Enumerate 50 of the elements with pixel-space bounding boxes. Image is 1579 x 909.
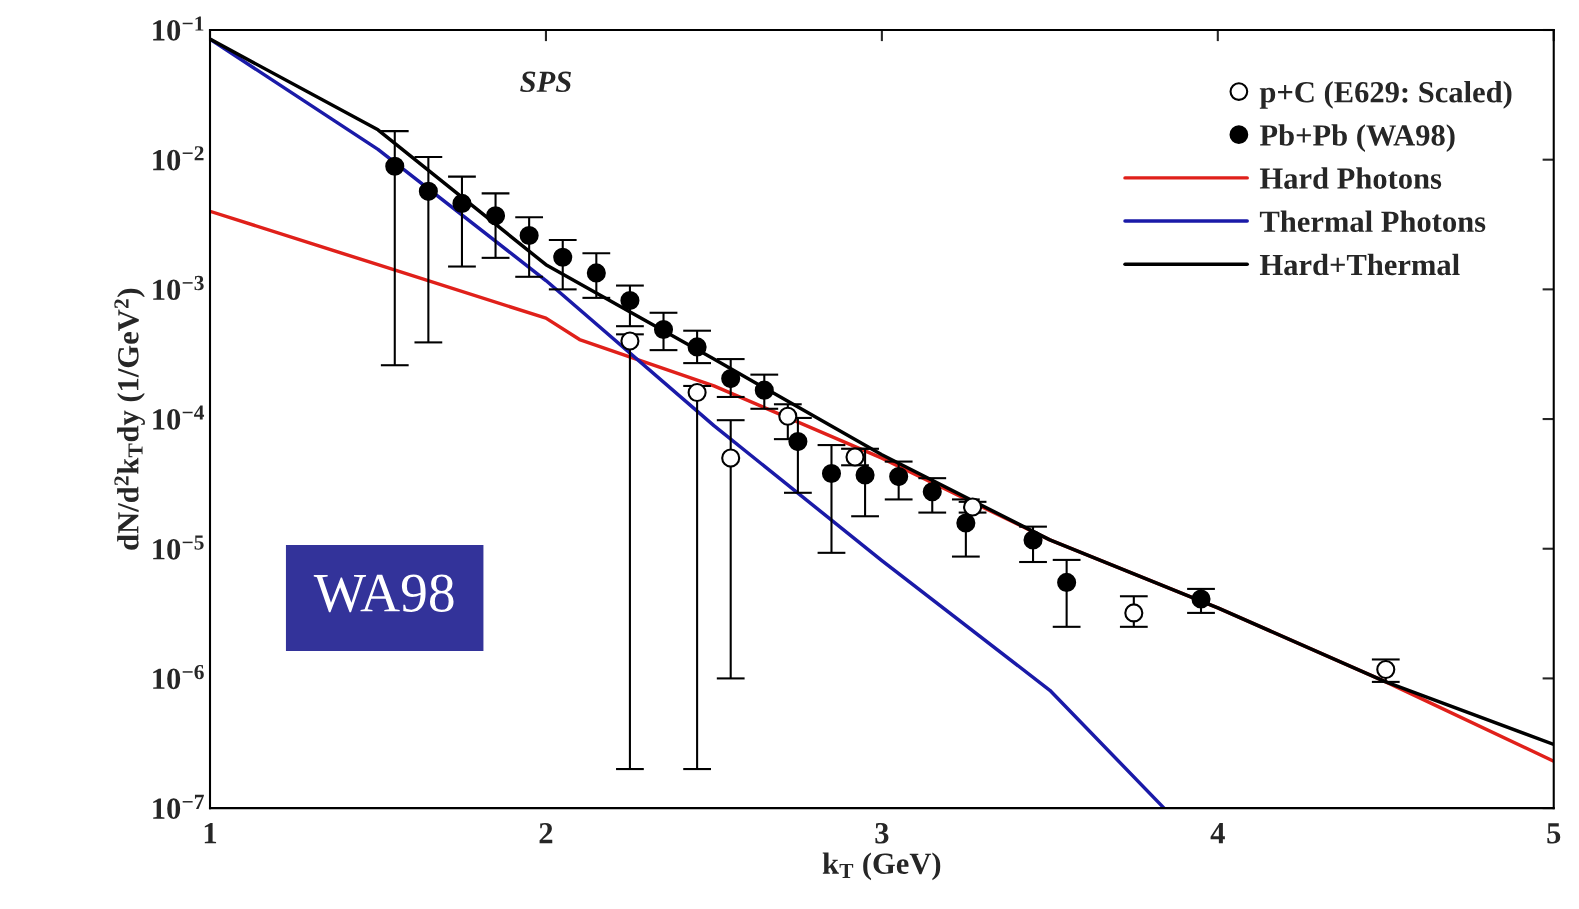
x-axis-title: k$_{T}$ (GeV) (822, 852, 941, 881)
point (845, 447, 865, 467)
point (922, 482, 942, 502)
point (788, 432, 808, 452)
point (855, 465, 875, 485)
point (385, 156, 405, 176)
point (1376, 660, 1396, 680)
point (778, 406, 798, 426)
point (821, 464, 842, 484)
point (963, 497, 983, 517)
legend-label: p+C (E629: Scaled) (1259, 81, 1512, 109)
annotation: WA98 (313, 574, 454, 613)
point (956, 513, 976, 533)
x-tick-label: 5 (1547, 823, 1561, 844)
point (620, 291, 640, 311)
point (1124, 603, 1144, 623)
point (687, 337, 707, 357)
y-tick-label: 10$^{−6}$ (153, 664, 204, 690)
point (586, 263, 606, 283)
point (452, 193, 472, 213)
point (653, 320, 674, 340)
annotation: SPS (520, 71, 571, 93)
legend-label: Pb+Pb (WA98) (1259, 124, 1455, 152)
point (721, 369, 741, 389)
point (519, 226, 539, 246)
point (1023, 530, 1043, 550)
y-tick-label: 10$^{−1}$ (153, 16, 204, 41)
legend-label: Hard Photons (1259, 167, 1442, 189)
legend-label: Hard+Thermal (1259, 253, 1460, 276)
x-tick-label: 3 (875, 822, 889, 844)
y-tick-label: 10$^{−2}$ (153, 146, 204, 171)
y-tick-label: 10$^{−3}$ (153, 275, 204, 301)
point (1057, 572, 1077, 592)
y-tick-label: 10$^{−4}$ (153, 405, 205, 430)
point (486, 206, 506, 226)
point (687, 383, 707, 403)
y-tick-label: 10$^{−7}$ (153, 794, 204, 819)
point (721, 448, 741, 468)
x-tick-label: 1 (204, 823, 217, 844)
legend-label: Thermal Photons (1259, 210, 1486, 233)
x-tick-label: 4 (1210, 823, 1225, 844)
point (889, 467, 909, 487)
x-tick-label: 2 (539, 822, 553, 844)
point (754, 380, 774, 400)
point (553, 247, 573, 267)
point (1191, 589, 1211, 609)
y-axis-title: dN/d$^{2}$k$_{T}$dy (1/GeV$^{2}$) (114, 288, 145, 550)
point (418, 181, 438, 201)
point (620, 331, 640, 351)
y-tick-label: 10$^{−5}$ (153, 535, 204, 560)
